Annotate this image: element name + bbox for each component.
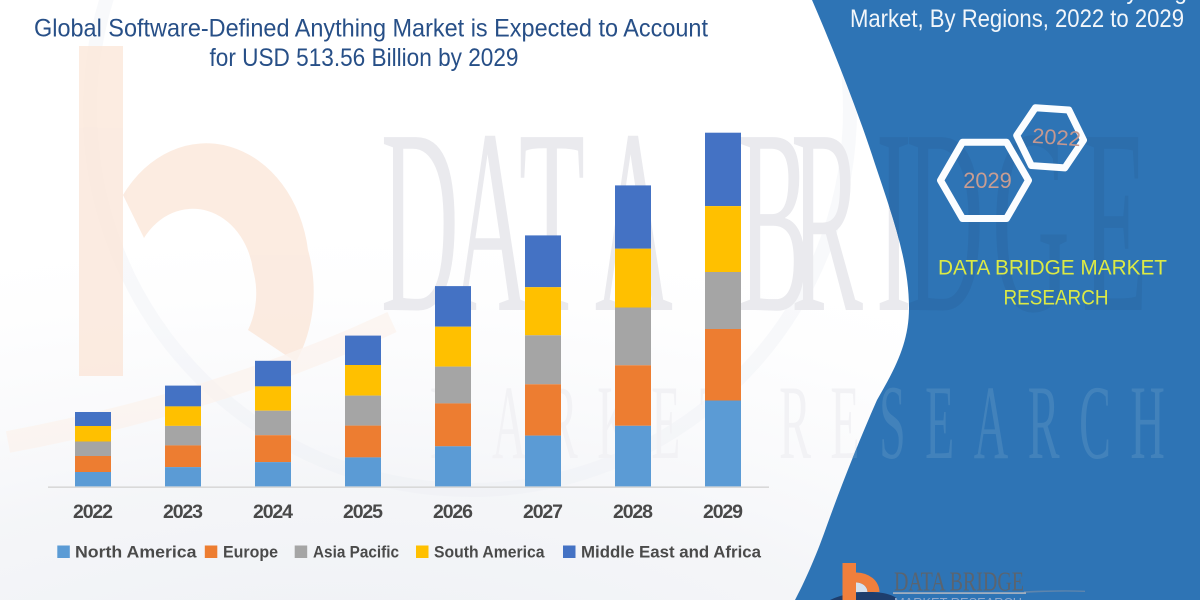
svg-text:DATA BRIDGE MARKET: DATA BRIDGE MARKET xyxy=(938,256,1167,280)
svg-text:2024: 2024 xyxy=(253,501,293,523)
svg-text:2029: 2029 xyxy=(963,168,1012,193)
svg-text:North America: North America xyxy=(75,543,197,562)
svg-text:2029: 2029 xyxy=(703,501,743,523)
svg-text:RESEARCH: RESEARCH xyxy=(1004,286,1109,310)
svg-text:R: R xyxy=(791,74,863,367)
svg-text:Global Software-Defined Anythi: Global Software-Defined Anything Market … xyxy=(34,15,708,43)
svg-text:South America: South America xyxy=(434,543,545,562)
svg-text:2025: 2025 xyxy=(343,501,383,523)
svg-text:2028: 2028 xyxy=(613,501,653,523)
svg-text:for USD 513.56 Billion by 2029: for USD 513.56 Billion by 2029 xyxy=(210,44,519,72)
svg-text:2027: 2027 xyxy=(523,501,563,523)
svg-text:B: B xyxy=(738,74,810,367)
svg-text:DATA BRIDGE: DATA BRIDGE xyxy=(894,567,1024,597)
svg-text:Market, By Regions, 2022 to 20: Market, By Regions, 2022 to 2029 xyxy=(850,5,1184,33)
svg-text:E: E xyxy=(1082,74,1148,367)
svg-text:2026: 2026 xyxy=(433,501,473,523)
svg-text:2023: 2023 xyxy=(163,501,203,523)
svg-text:2022: 2022 xyxy=(1031,125,1081,151)
svg-text:Middle East and Africa: Middle East and Africa xyxy=(581,543,762,562)
svg-text:MARKET RESEARCH: MARKET RESEARCH xyxy=(894,596,1022,600)
svg-text:Europe: Europe xyxy=(223,543,278,562)
svg-text:Global Software-Defined Anythi: Global Software-Defined Anything xyxy=(847,0,1187,5)
svg-text:Asia Pacific: Asia Pacific xyxy=(313,543,399,562)
svg-text:2022: 2022 xyxy=(73,501,113,523)
